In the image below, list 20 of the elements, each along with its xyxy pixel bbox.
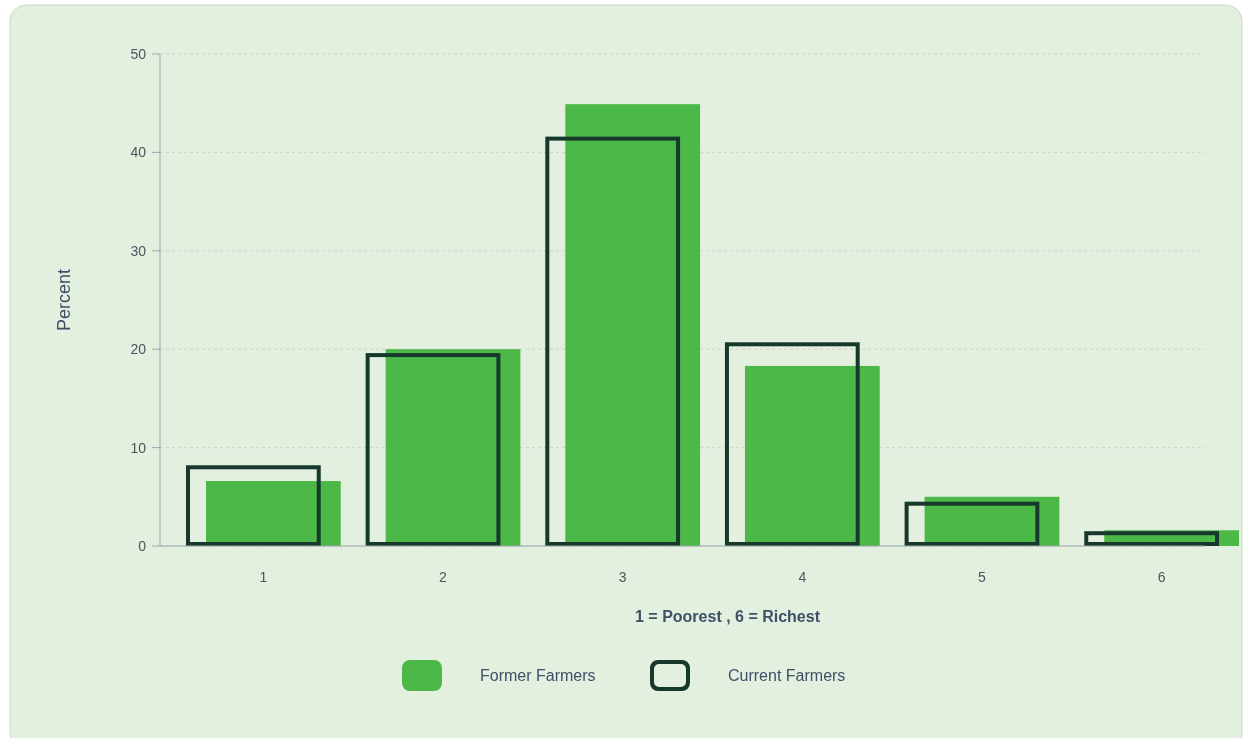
x-tick-label: 5 [978,569,987,585]
x-tick-label: 3 [618,569,627,585]
bar [744,365,880,546]
legend-label: Current Farmers [728,666,846,684]
bar [565,104,701,546]
x-tick-label: 6 [1157,569,1166,585]
x-axis-title: 1 = Poorest , 6 = Richest [635,608,821,625]
x-tick-label: 1 [259,569,268,585]
y-tick-label: 40 [130,144,147,161]
bar [385,349,521,546]
bar [206,481,341,546]
y-tick-label: 10 [130,439,147,456]
x-tick-label: 4 [798,569,807,585]
y-tick-label: 20 [130,341,147,358]
y-tick-label: 0 [138,537,147,554]
x-tick-label: 2 [439,569,448,585]
y-tick-label: 30 [130,242,147,259]
y-axis-title: Percent [54,268,74,332]
y-tick-label: 50 [130,45,147,62]
legend-label: Former Farmers [480,666,596,684]
